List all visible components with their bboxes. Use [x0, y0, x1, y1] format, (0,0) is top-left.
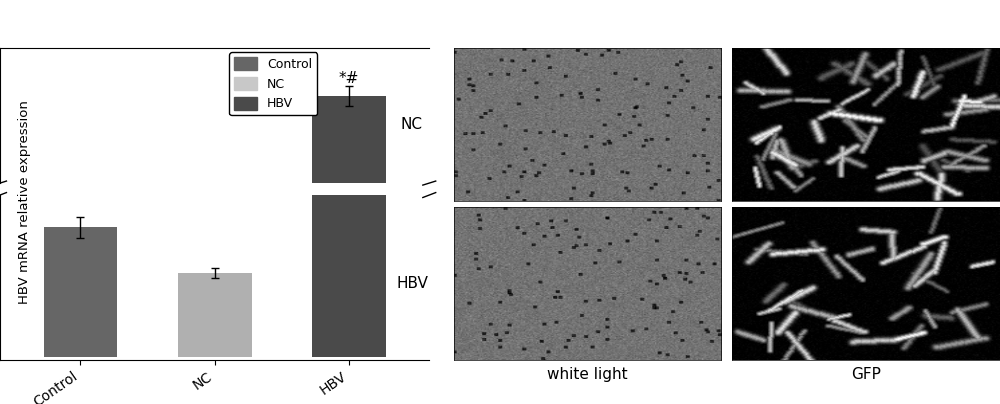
X-axis label: white light: white light — [547, 366, 628, 381]
Legend: Control, NC, HBV: Control, NC, HBV — [229, 52, 317, 116]
Bar — [312, 0, 386, 357]
Bar — [312, 96, 386, 294]
Bar — [178, 273, 252, 357]
X-axis label: GFP: GFP — [851, 366, 881, 381]
Y-axis label: NC: NC — [401, 117, 423, 132]
Text: HBV mRNA relative expression: HBV mRNA relative expression — [18, 100, 32, 304]
Y-axis label: HBV: HBV — [396, 276, 428, 291]
Text: *#: *# — [339, 71, 359, 86]
Bar — [44, 227, 117, 357]
